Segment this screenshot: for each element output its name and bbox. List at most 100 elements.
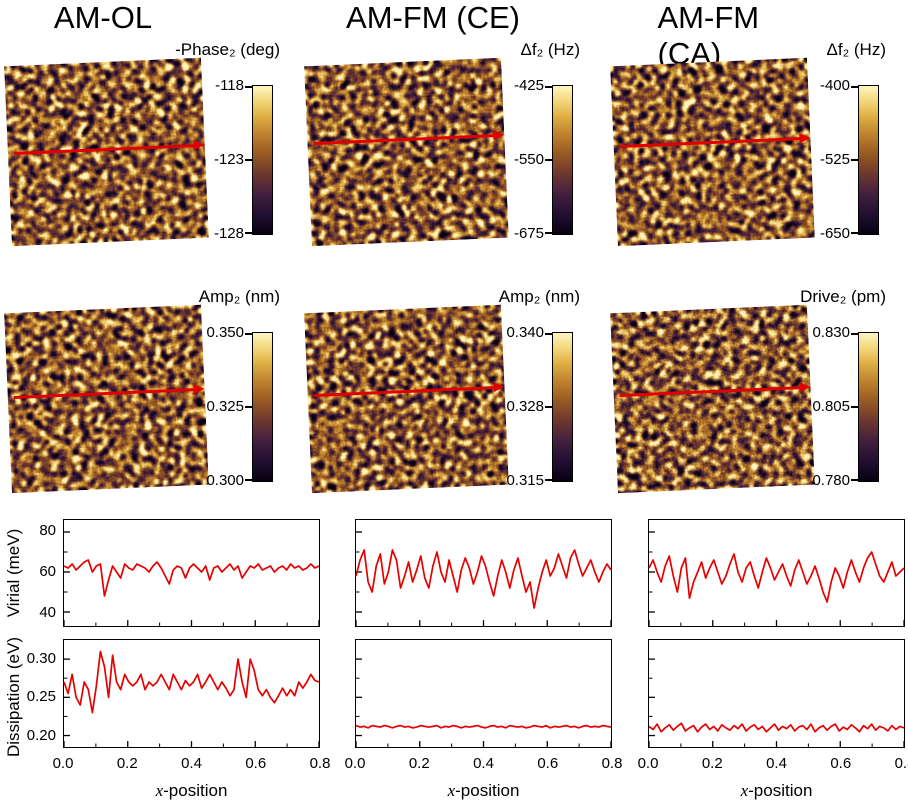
dissipation-plot-am-ol [63, 639, 320, 748]
virial-plot-am-ol [63, 519, 320, 627]
scan-arrow-head [799, 381, 811, 393]
x-tick-label: 0.8 [894, 755, 908, 772]
colorbar-title: Amp₂ (nm) [198, 287, 280, 306]
colorbar [552, 85, 573, 235]
x-tick-label: 0.2 [701, 755, 723, 772]
colorbar-tick-label: 0.830 [812, 324, 850, 341]
colorbar-tick-label: -123 [213, 151, 244, 168]
colorbar-tick-mark [245, 333, 252, 335]
x-axis-label-italic: x [155, 781, 164, 800]
colorbar-tick-mark [245, 232, 252, 234]
colorbar-tick-mark [245, 86, 252, 88]
line-chart-svg [64, 520, 319, 626]
colorbar-tick-label: 0.805 [812, 398, 850, 415]
colorbar-tick-mark [545, 232, 552, 234]
panel-am-fm-ca-drive: Drive₂ (pm) 0.830 0.805 0.780 [606, 287, 906, 535]
colorbar-tick-mark [851, 86, 858, 88]
x-tick-label: 0.4 [473, 755, 494, 772]
x-tick-label: 0.0 [344, 755, 366, 772]
colorbar-title: Amp₂ (nm) [498, 287, 580, 306]
colorbar-tick-label: -675 [513, 225, 544, 242]
y-tick-label: 0.20 [26, 727, 56, 744]
panel-am-fm-ce-df: Δf₂ (Hz) -425 -550 -675 [300, 40, 600, 288]
x-tick-label: 0.0 [637, 755, 659, 772]
colorbar-tick-label: 0.325 [206, 398, 244, 415]
colorbar-tick-mark [851, 159, 858, 161]
scan-arrow-head [193, 140, 206, 151]
column-header-am-fm-ca: AM-FM (CA) [657, 0, 760, 71]
colorbar-tick-mark [545, 159, 552, 161]
colorbar-title: -Phase₂ (deg) [175, 40, 280, 59]
y-tick-label: 0.25 [26, 688, 56, 705]
line-plots-section: Virial (meV) Dissipation (eV) 80 60 40 0… [0, 515, 908, 808]
dissipation-plot-am-fm-ca [648, 639, 905, 748]
colorbar-tick-label: -118 [215, 77, 244, 94]
colorbar-tick-label: 0.315 [506, 472, 544, 489]
colorbar-tick-label: -650 [819, 225, 850, 242]
column-header-am-fm-ce: AM-FM (CE) [346, 0, 520, 35]
colorbar-tick-mark [851, 479, 858, 481]
line-chart-svg [649, 640, 904, 747]
x-tick-label: 0.6 [830, 755, 852, 772]
x-tick-label: 0.4 [181, 755, 202, 772]
colorbar [858, 332, 879, 482]
colorbar-title: Drive₂ (pm) [800, 287, 886, 306]
y-tick-label: 80 [39, 522, 56, 539]
x-axis-label: x-position [355, 781, 612, 801]
colorbar-tick-label: -128 [213, 225, 244, 242]
x-tick-label: 0.6 [537, 755, 559, 772]
scan-arrow-head [493, 129, 505, 140]
x-axis-label-rest: -position [748, 781, 813, 800]
x-tick-label: 0.8 [309, 755, 331, 772]
x-tick-label: 0.6 [245, 755, 267, 772]
x-axis-label-italic: x [740, 781, 749, 800]
x-axis-label: x-position [63, 781, 320, 801]
colorbar-tick-label: -400 [819, 77, 850, 94]
colorbar-tick-mark [851, 232, 858, 234]
colorbar-tick-label: 0.350 [206, 324, 244, 341]
panel-am-fm-ca-df: Δf₂ (Hz) -400 -525 -650 [606, 40, 906, 288]
x-axis-label: x-position [648, 781, 905, 801]
colorbar-tick-mark [245, 479, 252, 481]
colorbar-tick-label: -550 [513, 151, 544, 168]
panel-am-fm-ce-amp: Amp₂ (nm) 0.340 0.328 0.315 [300, 287, 600, 535]
y-tick-label: 40 [39, 604, 56, 621]
line-chart-svg [64, 640, 319, 747]
column-header-am-ol: AM-OL [53, 0, 153, 35]
y-tick-label: 0.30 [26, 650, 56, 667]
x-tick-label: 0.0 [52, 755, 74, 772]
colorbar-tick-mark [545, 406, 552, 408]
x-tick-label: 0.8 [601, 755, 623, 772]
colorbar-tick-label: -425 [513, 77, 544, 94]
colorbar-tick-label: 0.340 [506, 324, 544, 341]
panel-am-ol-amp: Amp₂ (nm) 0.350 0.325 0.300 [0, 287, 300, 535]
colorbar-tick-mark [245, 159, 252, 161]
line-chart-svg [649, 520, 904, 626]
colorbar-tick-mark [545, 333, 552, 335]
dissipation-plot-am-fm-ce [355, 639, 612, 748]
x-tick-label: 0.2 [116, 755, 138, 772]
colorbar-tick-label: 0.300 [206, 472, 244, 489]
colorbar-tick-mark [245, 406, 252, 408]
colorbar-tick-label: -525 [819, 151, 850, 168]
virial-plot-am-fm-ce [355, 519, 612, 627]
x-axis-label-rest: -position [163, 781, 228, 800]
x-tick-label: 0.4 [766, 755, 787, 772]
colorbar [858, 85, 879, 235]
scan-arrow-head [193, 383, 206, 394]
colorbar-tick-mark [851, 406, 858, 408]
colorbar [252, 85, 273, 235]
colorbar-title: Δf₂ (Hz) [520, 40, 581, 59]
x-axis-label-italic: x [447, 781, 456, 800]
scan-arrow-head [799, 132, 811, 144]
colorbar [552, 332, 573, 482]
line-chart-svg [356, 520, 611, 626]
y-tick-label: 60 [39, 563, 56, 580]
virial-plot-am-fm-ca [648, 519, 905, 627]
line-chart-svg [356, 640, 611, 747]
colorbar-tick-label: 0.780 [812, 472, 850, 489]
x-tick-label: 0.2 [408, 755, 430, 772]
scan-arrow-head [493, 381, 505, 393]
colorbar-tick-mark [851, 333, 858, 335]
